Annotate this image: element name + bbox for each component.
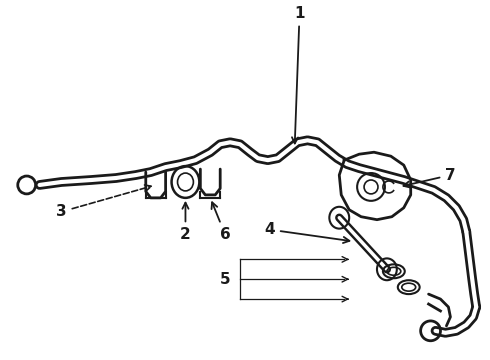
Text: 6: 6 [212, 202, 230, 242]
Text: 4: 4 [265, 222, 349, 243]
Text: 2: 2 [180, 203, 191, 242]
Text: 3: 3 [56, 185, 151, 219]
Text: 7: 7 [403, 167, 456, 188]
Text: 1: 1 [292, 6, 305, 143]
Text: 5: 5 [220, 272, 230, 287]
